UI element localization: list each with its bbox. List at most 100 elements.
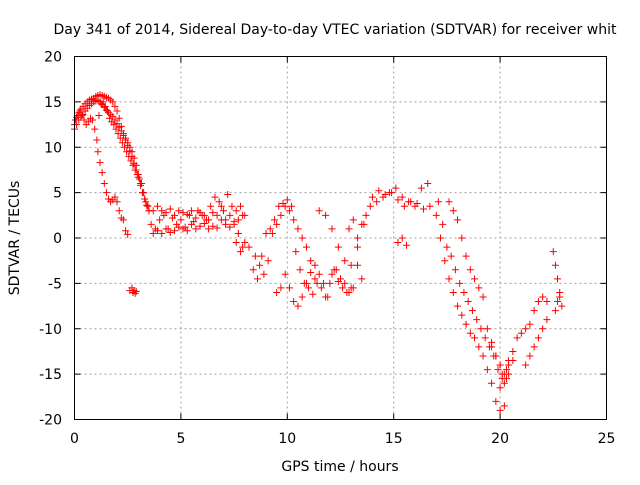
data-point bbox=[116, 134, 124, 142]
data-point bbox=[292, 248, 300, 256]
data-point bbox=[109, 112, 117, 120]
data-point bbox=[285, 284, 293, 292]
data-point bbox=[226, 211, 234, 219]
y-axis-label: SDTVAR / TECUs bbox=[7, 181, 23, 296]
data-point bbox=[211, 193, 219, 201]
data-point bbox=[307, 268, 315, 276]
data-point bbox=[89, 116, 97, 124]
data-point bbox=[144, 202, 152, 210]
y-tick-label: -5 bbox=[48, 276, 62, 292]
data-point bbox=[121, 143, 129, 151]
data-point bbox=[113, 198, 121, 206]
data-point bbox=[388, 189, 396, 197]
data-point bbox=[125, 152, 133, 160]
data-point bbox=[539, 293, 547, 301]
data-point bbox=[127, 157, 135, 165]
data-point bbox=[302, 243, 310, 251]
data-point bbox=[505, 357, 513, 365]
data-point bbox=[136, 181, 144, 189]
data-point bbox=[241, 239, 249, 247]
data-point bbox=[93, 136, 101, 144]
data-point bbox=[76, 107, 84, 115]
data-point bbox=[449, 207, 457, 215]
data-points bbox=[71, 91, 566, 414]
data-point bbox=[443, 243, 451, 251]
data-point bbox=[224, 190, 232, 198]
x-tick-label: 25 bbox=[598, 431, 616, 447]
data-point bbox=[100, 180, 108, 188]
data-point bbox=[294, 302, 302, 310]
data-point bbox=[451, 266, 459, 274]
x-tick-label: 0 bbox=[70, 431, 79, 447]
data-point bbox=[496, 406, 504, 414]
data-point bbox=[468, 307, 476, 315]
data-point bbox=[358, 275, 366, 283]
data-point bbox=[179, 225, 187, 233]
data-point bbox=[114, 130, 122, 138]
data-point bbox=[162, 225, 170, 233]
data-point bbox=[124, 141, 132, 149]
data-point bbox=[277, 211, 285, 219]
data-point bbox=[354, 243, 362, 251]
y-tick-label: 5 bbox=[53, 186, 62, 202]
data-point bbox=[283, 196, 291, 204]
y-tick-label: 20 bbox=[44, 50, 62, 66]
axis-ticks bbox=[74, 56, 607, 420]
data-point bbox=[213, 224, 221, 232]
data-point bbox=[398, 193, 406, 201]
data-point bbox=[558, 302, 566, 310]
data-point bbox=[434, 198, 442, 206]
data-point bbox=[496, 384, 504, 392]
data-point bbox=[554, 298, 562, 306]
data-point bbox=[354, 261, 362, 269]
data-point bbox=[539, 325, 547, 333]
data-point bbox=[368, 193, 376, 201]
data-point bbox=[111, 102, 119, 110]
data-point bbox=[196, 222, 204, 230]
data-point bbox=[445, 198, 453, 206]
data-point bbox=[471, 334, 479, 342]
data-point bbox=[311, 261, 319, 269]
data-point bbox=[110, 121, 118, 129]
data-point bbox=[307, 257, 315, 265]
data-point bbox=[158, 207, 166, 215]
data-point bbox=[124, 230, 132, 238]
data-point bbox=[494, 366, 502, 374]
data-point bbox=[135, 175, 143, 183]
data-point bbox=[99, 98, 107, 106]
data-point bbox=[319, 279, 327, 287]
data-point bbox=[183, 210, 191, 218]
data-point bbox=[245, 243, 253, 251]
data-point bbox=[454, 216, 462, 224]
data-point bbox=[305, 284, 313, 292]
data-point bbox=[119, 216, 127, 224]
data-point bbox=[309, 290, 317, 298]
data-point bbox=[84, 118, 92, 126]
data-point bbox=[273, 220, 281, 228]
data-point bbox=[217, 202, 225, 210]
data-point bbox=[171, 227, 179, 235]
data-point bbox=[80, 116, 88, 124]
data-point bbox=[236, 248, 244, 256]
data-point bbox=[228, 202, 236, 210]
data-point bbox=[513, 334, 521, 342]
data-point bbox=[140, 189, 148, 197]
data-point bbox=[166, 229, 174, 237]
data-point bbox=[477, 325, 485, 333]
data-point bbox=[126, 147, 134, 155]
data-point bbox=[296, 266, 304, 274]
data-point bbox=[78, 111, 86, 119]
data-point bbox=[471, 275, 479, 283]
data-point bbox=[479, 293, 487, 301]
data-point bbox=[132, 288, 140, 296]
data-point bbox=[200, 219, 208, 227]
data-point bbox=[298, 293, 306, 301]
data-point bbox=[91, 125, 99, 133]
data-point bbox=[400, 202, 408, 210]
data-point bbox=[133, 170, 141, 178]
data-point bbox=[266, 225, 274, 233]
data-point bbox=[115, 114, 123, 122]
data-point bbox=[460, 288, 468, 296]
data-point bbox=[345, 225, 353, 233]
